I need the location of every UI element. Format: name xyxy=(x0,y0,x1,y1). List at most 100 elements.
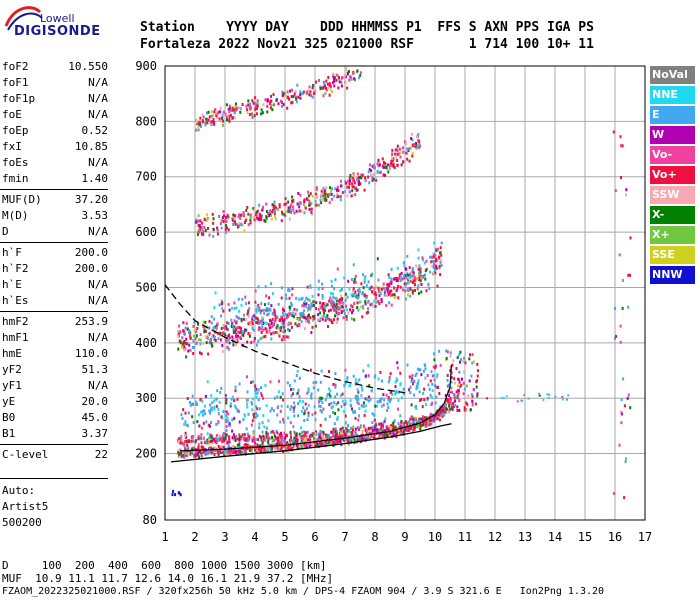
echo-point xyxy=(432,365,435,369)
echo-point xyxy=(354,378,357,382)
echo-point xyxy=(348,190,351,194)
echo-point xyxy=(238,446,241,449)
echo-point xyxy=(290,388,293,391)
echo-point xyxy=(300,435,303,438)
echo-point xyxy=(399,431,402,435)
echo-point xyxy=(618,253,621,257)
echo-point xyxy=(344,432,347,436)
echo-point xyxy=(237,330,240,334)
echo-point xyxy=(419,270,422,274)
echo-point xyxy=(180,455,183,459)
echo-point xyxy=(626,396,629,400)
echo-point xyxy=(227,412,229,416)
echo-point xyxy=(187,411,190,415)
y-tick-label: 800 xyxy=(135,114,157,128)
echo-point xyxy=(214,291,217,295)
echo-point xyxy=(307,414,310,418)
echo-point xyxy=(280,99,282,103)
echo-point xyxy=(408,276,410,280)
echo-point xyxy=(213,110,216,114)
echo-point xyxy=(205,440,208,444)
echo-point xyxy=(433,373,436,377)
echo-point xyxy=(261,111,264,115)
echo-point xyxy=(390,279,393,283)
echo-point xyxy=(183,330,186,334)
echo-point xyxy=(226,416,229,420)
echo-point xyxy=(260,391,263,395)
echo-point xyxy=(354,434,357,438)
echo-point xyxy=(409,146,412,150)
echo-point xyxy=(198,424,201,428)
echo-point xyxy=(293,92,296,96)
echo-point xyxy=(199,226,202,230)
echo-point xyxy=(200,451,203,455)
echo-point xyxy=(212,217,215,221)
echo-point xyxy=(194,453,197,457)
echo-point xyxy=(330,308,332,312)
param-separator xyxy=(0,242,108,243)
param-value: 22 xyxy=(94,448,108,461)
echo-point xyxy=(414,283,416,287)
echo-point xyxy=(462,392,465,396)
echo-point xyxy=(245,217,248,221)
echo-point xyxy=(232,446,235,450)
param-row: yF1 N/A xyxy=(2,379,108,393)
echo-point xyxy=(399,414,402,418)
echo-point xyxy=(208,319,211,323)
echo-point xyxy=(200,426,203,430)
echo-point xyxy=(297,388,300,392)
echo-point xyxy=(210,342,213,345)
echo-point xyxy=(422,420,425,424)
echo-point xyxy=(335,321,338,325)
echo-point xyxy=(314,411,317,415)
echo-point xyxy=(271,438,274,442)
echo-point xyxy=(379,398,382,401)
echo-point xyxy=(334,187,337,191)
echo-point xyxy=(286,95,289,99)
echo-point xyxy=(270,322,273,325)
echo-point xyxy=(209,403,212,407)
echo-point xyxy=(319,87,322,91)
echo-point xyxy=(431,255,434,259)
echo-point xyxy=(446,350,449,354)
echo-point xyxy=(225,401,228,405)
echo-point xyxy=(264,303,266,307)
echo-point xyxy=(199,447,202,451)
echo-point xyxy=(415,384,418,388)
echo-point xyxy=(311,212,314,216)
echo-point xyxy=(364,404,367,408)
echo-point xyxy=(257,339,260,343)
echo-point xyxy=(311,325,314,329)
echo-point xyxy=(207,352,210,356)
param-value: 3.37 xyxy=(81,427,109,440)
echo-point xyxy=(193,455,196,459)
echo-point xyxy=(324,302,327,305)
echo-point xyxy=(331,284,333,288)
echo-point xyxy=(182,450,184,454)
echo-point xyxy=(289,421,292,425)
echo-point xyxy=(197,338,200,342)
echo-point xyxy=(358,407,361,411)
echo-point xyxy=(274,446,277,450)
echo-point xyxy=(227,215,230,219)
echo-point xyxy=(399,151,402,155)
echo-point xyxy=(353,174,355,178)
echo-point xyxy=(334,372,337,376)
echo-point xyxy=(291,311,294,315)
echo-point xyxy=(406,273,409,277)
echo-point xyxy=(381,164,384,167)
echo-point xyxy=(250,381,253,384)
echo-point xyxy=(296,391,299,395)
echo-point xyxy=(444,410,447,414)
echo-point xyxy=(375,293,377,297)
echo-point xyxy=(282,308,284,312)
echo-point xyxy=(395,289,398,293)
echo-point xyxy=(222,210,225,214)
echo-point xyxy=(395,147,398,151)
echo-point xyxy=(271,292,274,295)
param-value: 3.53 xyxy=(81,209,109,222)
echo-point xyxy=(306,285,309,289)
muf-curve xyxy=(164,284,406,394)
echo-point xyxy=(422,275,425,279)
echo-point xyxy=(253,436,256,440)
